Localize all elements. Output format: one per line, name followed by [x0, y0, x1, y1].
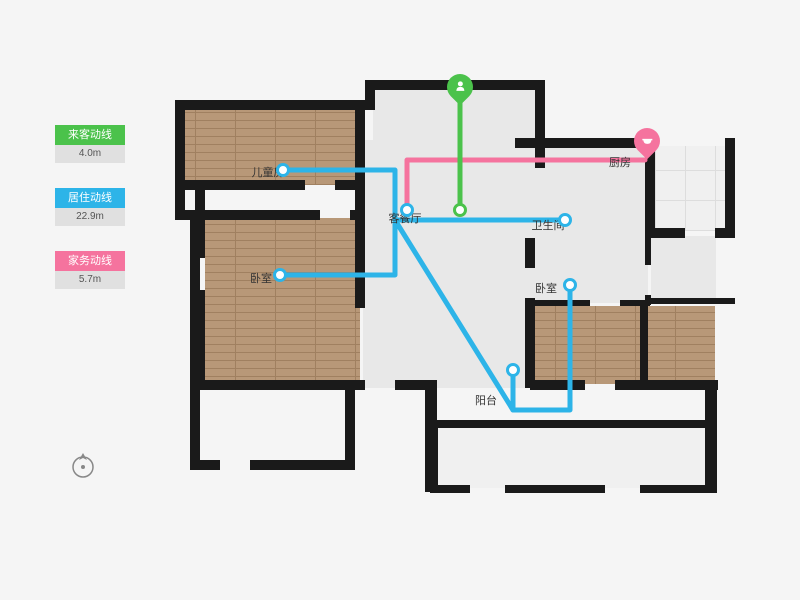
legend-label-living: 居住动线 — [55, 188, 125, 208]
path-node — [453, 203, 467, 217]
room-label: 阳台 — [475, 392, 497, 408]
chore-marker-icon — [634, 128, 660, 162]
legend-value-chore: 5.7m — [55, 271, 125, 289]
path-node — [273, 268, 287, 282]
compass-icon — [68, 450, 98, 480]
path-node — [506, 363, 520, 377]
legend-value-living: 22.9m — [55, 208, 125, 226]
legend: 来客动线 4.0m 居住动线 22.9m 家务动线 5.7m — [55, 125, 125, 314]
room-label: 厨房 — [609, 154, 631, 170]
legend-item-living: 居住动线 22.9m — [55, 188, 125, 226]
path-node — [563, 278, 577, 292]
legend-item-chore: 家务动线 5.7m — [55, 251, 125, 289]
guest-marker-icon — [447, 74, 473, 108]
path-node — [400, 203, 414, 217]
legend-label-chore: 家务动线 — [55, 251, 125, 271]
path-node — [558, 213, 572, 227]
floorplan: 儿童房客餐厅厨房卫生间卧室卧室阳台 — [175, 80, 735, 510]
path-node — [276, 163, 290, 177]
room-label: 卧室 — [535, 280, 557, 296]
legend-label-guest: 来客动线 — [55, 125, 125, 145]
room-label: 卧室 — [250, 270, 272, 286]
legend-value-guest: 4.0m — [55, 145, 125, 163]
legend-item-guest: 来客动线 4.0m — [55, 125, 125, 163]
